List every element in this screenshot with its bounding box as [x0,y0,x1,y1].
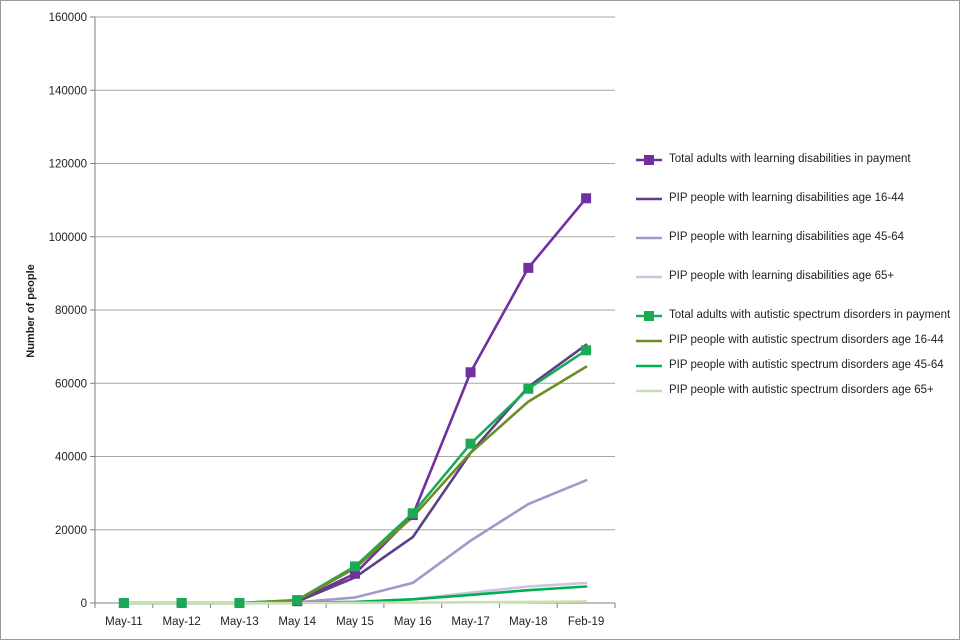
legend-swatch [636,389,662,393]
y-tick-label: 60000 [55,378,87,390]
legend-label: PIP people with autistic spectrum disord… [669,359,944,371]
legend-label: PIP people with learning disabilities ag… [669,192,905,204]
chart-legend: Total adults with learning disabilities … [635,151,955,407]
series-lines [122,197,588,605]
x-tick-labels: May-11 May-12 May-13 May 14 May 15 May 16 May-… [105,616,604,628]
x-tick-label: May 16 [394,616,432,628]
series-line-3 [122,478,588,605]
series-5-point [234,598,245,608]
x-tick-label: May 15 [336,616,374,628]
series-1-point [465,367,476,378]
y-tick-label: 20000 [55,525,87,537]
legend-swatch [636,236,662,240]
series-1-point [581,193,592,204]
legend-label: PIP people with learning disabilities ag… [669,270,895,282]
x-tick-label: May-11 [105,616,143,628]
series-5-point [407,508,418,519]
x-tick-label: May-12 [162,616,200,628]
legend-swatch [636,339,662,343]
series-5-point [176,598,187,608]
series-5-point [350,561,360,572]
x-tick-label: May-13 [220,616,258,628]
y-tick-label: 140000 [49,85,87,97]
legend-marker [644,311,654,321]
legend-item: Total adults with learning disabilities … [635,151,955,168]
legend-item: PIP people with autistic spectrum disord… [635,332,955,349]
axes [90,16,616,608]
y-tick-label: 160000 [49,12,87,24]
y-tick-label: 80000 [55,305,87,317]
series-5-point [118,598,129,608]
y-tick-label: 100000 [49,232,87,244]
series-5-point [581,345,592,356]
legend-label: Total adults with learning disabilities … [669,153,911,165]
y-axis-label: Number of people [25,264,37,358]
series-1-point [523,262,534,273]
legend-label: PIP people with autistic spectrum disord… [669,384,934,396]
series-5-point [465,438,476,449]
y-tick-label: 40000 [55,452,87,464]
legend-label: PIP people with learning disabilities ag… [669,231,905,243]
legend-item: PIP people with learning disabilities ag… [635,268,955,285]
series-5-point [292,595,303,606]
legend-marker [644,155,654,165]
legend-item: PIP people with learning disabilities ag… [635,229,955,246]
legend-label: Total adults with autistic spectrum diso… [669,309,951,321]
series-markers [118,193,592,608]
legend-swatch [636,364,662,368]
legend-item: PIP people with autistic spectrum disord… [635,357,955,374]
y-tick-label: 0 [81,598,87,610]
x-tick-label: Feb-19 [568,616,604,628]
series-line-4 [122,581,588,605]
legend-swatch [636,155,662,165]
legend-swatch [636,311,662,321]
y-tick-label: 120000 [49,159,87,171]
legend-label: PIP people with autistic spectrum disord… [669,334,944,346]
legend-item: PIP people with learning disabilities ag… [635,190,955,207]
legend-item: Total adults with autistic spectrum diso… [635,307,955,324]
legend-swatch [636,197,662,201]
grid-lines [95,16,615,531]
legend-swatch [636,275,662,279]
x-tick-label: May 14 [278,616,316,628]
y-tick-labels: 0 20000 40000 60000 80000 100000 120000 140000 1… [49,12,87,610]
x-tick-label: May-18 [509,616,547,628]
x-tick-label: May-17 [451,616,489,628]
legend-item: PIP people with autistic spectrum disord… [635,382,955,399]
series-line-8 [122,600,588,605]
series-5-point [523,383,534,394]
series-1-point [350,568,360,579]
